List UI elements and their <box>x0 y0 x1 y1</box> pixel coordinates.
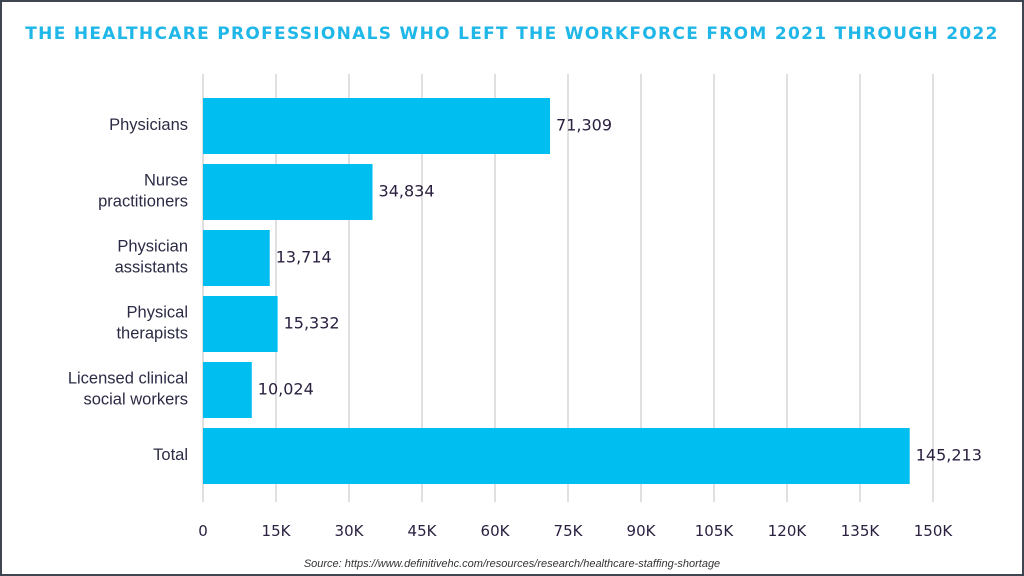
category-label: Physician assistants <box>115 238 188 277</box>
chart-title: THE HEALTHCARE PROFESSIONALS WHO LEFT TH… <box>25 24 999 44</box>
bar <box>203 428 910 484</box>
bar <box>203 230 270 286</box>
x-tick-label: 45K <box>408 522 438 540</box>
value-label: 34,834 <box>379 182 435 201</box>
value-label: 145,213 <box>916 446 982 465</box>
category-label: Nurse practitioners <box>98 172 188 211</box>
bar <box>203 362 252 418</box>
category-label: Licensed clinical social workers <box>68 370 188 409</box>
x-tick-label: 15K <box>262 522 292 540</box>
x-tick-label: 90K <box>627 522 657 540</box>
bar <box>203 296 278 352</box>
value-label: 13,714 <box>276 248 332 267</box>
x-tick-label: 120K <box>768 522 808 540</box>
bar <box>203 98 551 154</box>
value-label: 10,024 <box>258 380 314 399</box>
x-tick-label: 105K <box>695 522 735 540</box>
category-label: Total <box>153 446 188 464</box>
x-tick-label: 60K <box>481 522 511 540</box>
source-note: Source: https://www.definitivehc.com/res… <box>303 558 721 570</box>
category-label: Physicians <box>109 116 188 134</box>
value-label: 71,309 <box>556 116 612 135</box>
x-tick-label: 75K <box>554 522 584 540</box>
bar <box>203 164 373 220</box>
category-label: Physical therapists <box>116 304 188 343</box>
x-tick-label: 0 <box>198 522 208 540</box>
x-tick-label: 30K <box>335 522 365 540</box>
value-label: 15,332 <box>284 314 340 333</box>
x-tick-label: 150K <box>914 522 954 540</box>
x-tick-label: 135K <box>841 522 881 540</box>
